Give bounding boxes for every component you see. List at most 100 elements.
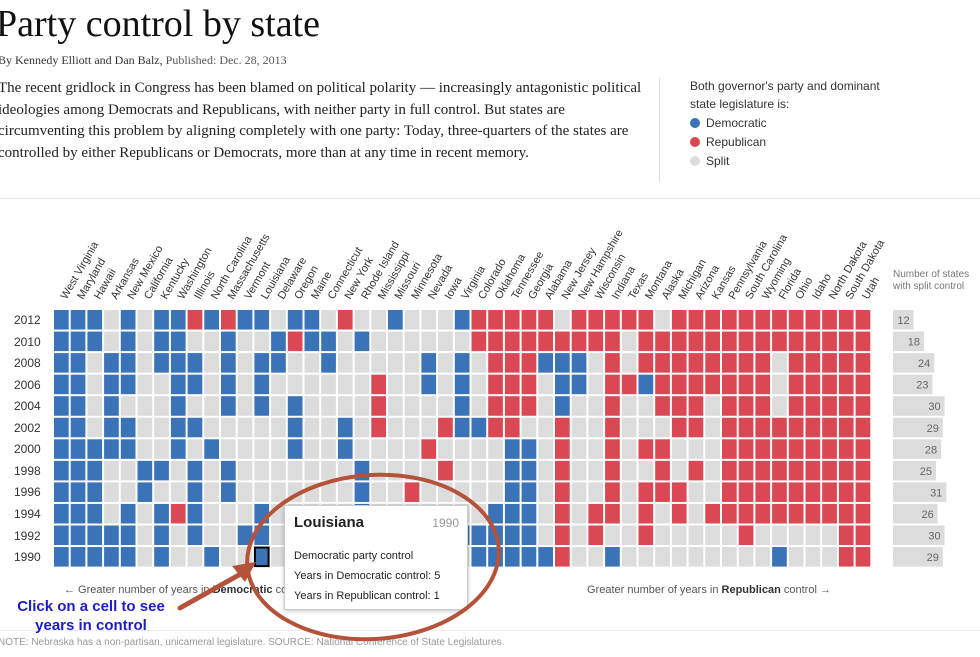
heatmap-cell[interactable] [605, 331, 620, 352]
heatmap-cell[interactable] [772, 417, 787, 438]
heatmap-cell[interactable] [605, 374, 620, 395]
heatmap-cell[interactable] [838, 503, 854, 524]
heatmap-cell[interactable] [187, 374, 203, 395]
heatmap-cell[interactable] [621, 439, 637, 459]
heatmap-cell[interactable] [421, 353, 437, 373]
heatmap-cell[interactable] [187, 417, 203, 438]
heatmap-cell[interactable] [688, 353, 704, 373]
heatmap-cell[interactable] [354, 374, 370, 395]
heatmap-cell[interactable] [838, 547, 854, 567]
heatmap-cell[interactable] [454, 439, 470, 459]
heatmap-cell[interactable] [254, 503, 270, 524]
heatmap-cell[interactable] [170, 310, 186, 330]
heatmap-cell[interactable] [504, 417, 520, 438]
heatmap-cell[interactable] [120, 417, 136, 438]
heatmap-cell[interactable] [838, 460, 854, 481]
heatmap-cell[interactable] [555, 331, 570, 352]
heatmap-cell[interactable] [287, 331, 303, 352]
heatmap-cell[interactable] [304, 439, 320, 459]
heatmap-cell[interactable] [371, 310, 386, 330]
heatmap-cell[interactable] [237, 353, 253, 373]
heatmap-cell[interactable] [221, 310, 236, 330]
heatmap-cell[interactable] [354, 396, 370, 416]
heatmap-cell[interactable] [772, 396, 787, 416]
heatmap-cell[interactable] [170, 396, 186, 416]
heatmap-cell[interactable] [805, 396, 821, 416]
heatmap-cell[interactable] [805, 439, 821, 459]
heatmap-cell[interactable] [271, 396, 286, 416]
heatmap-cell[interactable] [137, 374, 153, 395]
heatmap-cell[interactable] [337, 460, 353, 481]
heatmap-cell[interactable] [488, 503, 503, 524]
heatmap-cell[interactable] [621, 310, 637, 330]
heatmap-cell[interactable] [788, 374, 804, 395]
heatmap-cell[interactable] [120, 353, 136, 373]
heatmap-cell[interactable] [354, 331, 370, 352]
heatmap-cell[interactable] [187, 525, 203, 546]
heatmap-cell[interactable] [788, 460, 804, 481]
heatmap-cell[interactable] [87, 353, 103, 373]
heatmap-cell[interactable] [638, 439, 654, 459]
heatmap-cell[interactable] [772, 439, 787, 459]
heatmap-cell[interactable] [454, 374, 470, 395]
heatmap-cell[interactable] [521, 310, 537, 330]
heatmap-cell[interactable] [638, 503, 654, 524]
heatmap-cell[interactable] [237, 310, 253, 330]
heatmap-cell[interactable] [605, 439, 620, 459]
heatmap-cell[interactable] [137, 417, 153, 438]
heatmap-cell[interactable] [421, 439, 437, 459]
heatmap-cell[interactable] [404, 482, 420, 502]
heatmap-cell[interactable] [571, 353, 587, 373]
heatmap-cell[interactable] [454, 353, 470, 373]
heatmap-cell[interactable] [70, 439, 86, 459]
heatmap-cell[interactable] [454, 396, 470, 416]
heatmap-cell[interactable] [621, 460, 637, 481]
heatmap-cell[interactable] [571, 525, 587, 546]
heatmap-cell[interactable] [638, 547, 654, 567]
heatmap-cell[interactable] [54, 417, 69, 438]
heatmap-cell[interactable] [354, 439, 370, 459]
heatmap-cell[interactable] [538, 353, 553, 373]
heatmap-cell[interactable] [404, 310, 420, 330]
heatmap-cell[interactable] [70, 374, 86, 395]
heatmap-cell[interactable] [805, 331, 821, 352]
heatmap-cell[interactable] [170, 482, 186, 502]
heatmap-cell[interactable] [588, 396, 604, 416]
heatmap-cell[interactable] [70, 417, 86, 438]
heatmap-cell[interactable] [705, 331, 720, 352]
heatmap-cell[interactable] [555, 353, 570, 373]
heatmap-cell[interactable] [371, 417, 386, 438]
heatmap-cell[interactable] [571, 396, 587, 416]
heatmap-cell[interactable] [772, 547, 787, 567]
heatmap-cell[interactable] [388, 331, 403, 352]
heatmap-cell[interactable] [237, 503, 253, 524]
heatmap-cell[interactable] [755, 460, 771, 481]
heatmap-cell[interactable] [688, 331, 704, 352]
heatmap-cell[interactable] [838, 374, 854, 395]
heatmap-cell[interactable] [722, 331, 737, 352]
heatmap-cell[interactable] [137, 331, 153, 352]
heatmap-cell[interactable] [304, 396, 320, 416]
heatmap-cell[interactable] [655, 547, 670, 567]
heatmap-cell[interactable] [671, 417, 687, 438]
heatmap-cell[interactable] [187, 353, 203, 373]
heatmap-cell[interactable] [571, 374, 587, 395]
heatmap-cell[interactable] [120, 310, 136, 330]
heatmap-cell[interactable] [538, 460, 553, 481]
heatmap-cell[interactable] [104, 331, 119, 352]
heatmap-cell[interactable] [605, 396, 620, 416]
heatmap-cell[interactable] [555, 460, 570, 481]
heatmap-cell[interactable] [772, 310, 787, 330]
heatmap-cell[interactable] [471, 310, 487, 330]
heatmap-cell[interactable] [555, 439, 570, 459]
heatmap-cell[interactable] [855, 525, 871, 546]
heatmap-cell[interactable] [504, 482, 520, 502]
heatmap-cell[interactable] [170, 353, 186, 373]
heatmap-cell[interactable] [755, 310, 771, 330]
heatmap-cell[interactable] [555, 310, 570, 330]
heatmap-cell[interactable] [838, 525, 854, 546]
heatmap-cell[interactable] [772, 482, 787, 502]
heatmap-cell[interactable] [705, 525, 720, 546]
heatmap-cell[interactable] [571, 310, 587, 330]
heatmap-cell[interactable] [805, 353, 821, 373]
